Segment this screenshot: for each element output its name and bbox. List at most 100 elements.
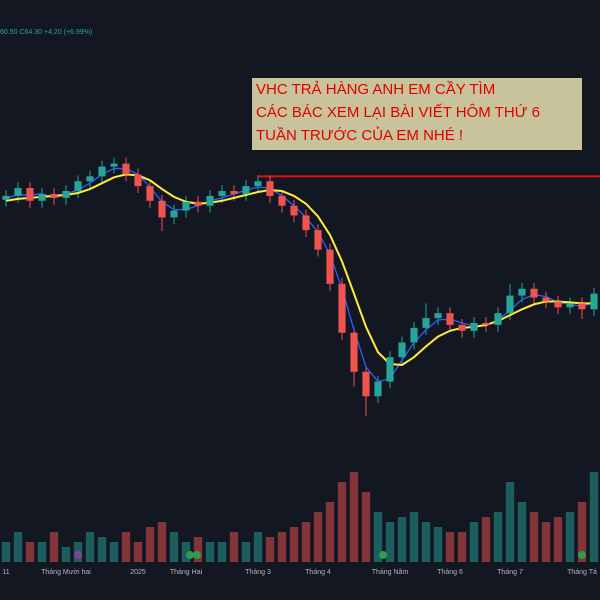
candle-body [194,201,202,206]
x-tick-label: 11 [2,569,9,576]
volume-bar [121,532,131,562]
volume-bar [109,542,119,562]
candle-body [26,188,34,201]
volume-bar [445,532,455,562]
candle-body [530,288,538,298]
candle-body [122,163,130,175]
candle-body [374,381,382,397]
x-tick-label: Tháng Tá [567,569,597,576]
volume-bar [217,542,227,562]
volume-bar [493,512,503,562]
volume-bar [85,532,95,562]
volume-bar [289,527,299,562]
candle-body [386,357,394,382]
volume-bar [133,542,143,562]
candle-body [170,210,178,218]
volume-bar [385,522,395,562]
volume-bar [325,502,335,562]
x-tick-label: Tháng Hai [170,569,203,576]
volume-bar [409,512,419,562]
volume-bar [481,517,491,562]
candle-body [218,191,226,196]
candle-body [362,371,370,397]
candle-body [266,181,274,196]
x-tick-label: Tháng 3 [245,569,271,576]
candle-body [542,297,550,302]
event-markers [74,551,586,559]
volume-bar [505,482,515,562]
candle-body [410,327,418,343]
volume-bar [313,512,323,562]
annotation-box [252,78,582,150]
candle-body [458,324,466,331]
volume-bar [13,532,23,562]
candle-body [110,163,118,167]
candle-body [350,332,358,372]
volume-bar [361,492,371,562]
candle-body [398,342,406,358]
candle-body [134,174,142,187]
candle-body [518,288,526,296]
candle-body [470,322,478,331]
volume-bar [589,472,599,562]
candle-body [86,176,94,182]
candle-body [326,249,334,284]
volume-bar [61,547,71,562]
candle-body [554,301,562,308]
price-header: 60.50 C64.30 +4.20 (+6.99%) [0,29,92,36]
volume-bar [277,532,287,562]
annotation-line: TUẦN TRƯỚC CỦA EM NHÉ ! [256,126,463,144]
volume-bar [457,532,467,562]
candle-body [182,201,190,211]
candle-body [302,215,310,231]
volume-bar [37,542,47,562]
candle-body [482,322,490,325]
volume-bar [25,542,35,562]
volume-bar [577,502,587,562]
candle-body [290,205,298,216]
candle-body [254,181,262,187]
volume-bar [349,472,359,562]
candle-body [446,313,454,325]
volume-bar [253,532,263,562]
x-tick-label: Tháng Mười hai [41,569,91,576]
candle-body [242,186,250,194]
volume-bar [529,512,539,562]
volume-bar [169,532,179,562]
volume-bar [565,512,575,562]
volume-bar [97,537,107,562]
volume-bar [397,517,407,562]
x-tick-label: Tháng 4 [305,569,331,576]
volume-bar [337,482,347,562]
x-tick-label: 2025 [130,569,146,576]
volume-bar [205,542,215,562]
candle-body [2,195,10,200]
candle-body [230,191,238,194]
annotation-line: VHC TRẢ HÀNG ANH EM CẦY TÌM [256,81,495,98]
volume-bar [229,532,239,562]
volume-bar [1,542,11,562]
volume-bar [181,542,191,562]
candle-body [590,293,598,310]
candle-body [314,230,322,250]
volume-bar [517,502,527,562]
volume-bar [157,522,167,562]
x-tick-label: Tháng 7 [497,569,523,576]
candle-body [506,295,514,314]
candle-body [434,313,442,319]
volume-bar [145,527,155,562]
volume-bar [421,522,431,562]
candle-body [14,188,22,196]
candle-body [206,195,214,206]
volume-bar [241,542,251,562]
annotation-line: CÁC BÁC XEM LẠI BÀI VIẾT HÔM THỨ 6 [256,104,540,121]
candle-body [494,313,502,325]
volume-bar [433,527,443,562]
x-tick-label: Tháng Năm [372,569,409,576]
volume-bar [301,522,311,562]
volume-bar [553,517,563,562]
candle-body [146,186,154,201]
volume-bar [265,537,275,562]
candle-body [278,195,286,206]
